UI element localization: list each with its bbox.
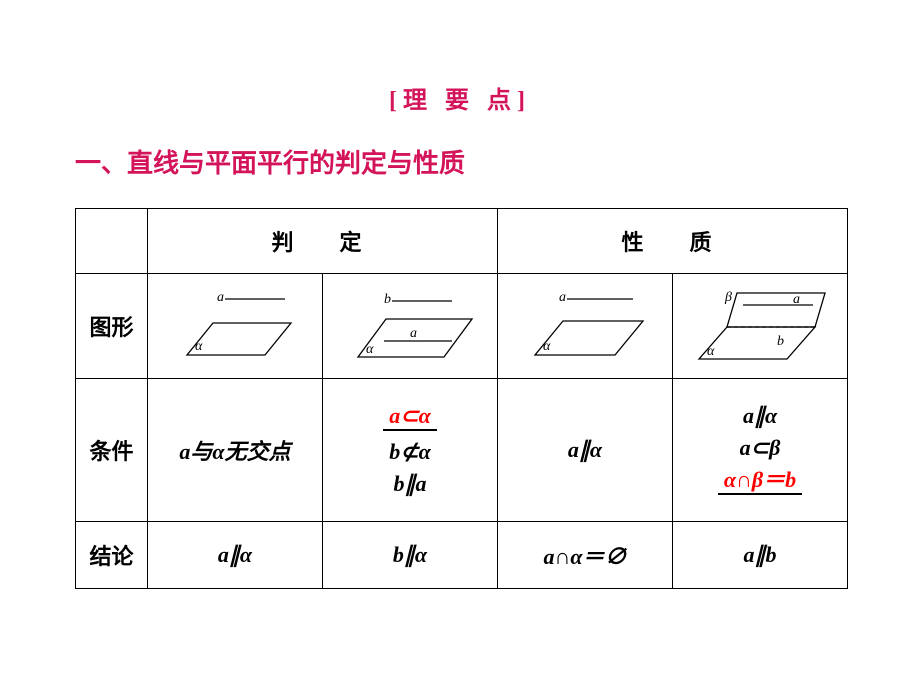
diagram-2: b a α: [323, 274, 498, 379]
cond2-bot: b∥a: [394, 473, 427, 495]
summary-table: 判 定 性 质 图形 a α b a α: [75, 208, 848, 589]
svg-text:b: b: [384, 292, 391, 307]
cond4-mid: a⊂β: [740, 437, 781, 459]
svg-text:a: a: [793, 292, 800, 307]
row-label-shape: 图形: [76, 274, 148, 379]
svg-text:α: α: [707, 344, 715, 359]
concl-cell-3: a∩α＝∅: [498, 522, 673, 589]
section-heading: 一、直线与平面平行的判定与性质: [75, 143, 845, 180]
row-label-condition: 条件: [76, 379, 148, 522]
header-row: 判 定 性 质: [76, 209, 848, 274]
svg-text:α: α: [543, 339, 551, 354]
svg-text:a: a: [217, 290, 224, 305]
concl1: a∥α: [218, 542, 252, 567]
shape-row: 图形 a α b a α: [76, 274, 848, 379]
cond4-top: a∥α: [743, 405, 777, 427]
cond-cell-2: a⊂α b⊄α b∥a: [323, 379, 498, 522]
cond2-mid: b⊄α: [389, 441, 431, 463]
cond2-top: a⊂α: [389, 403, 431, 428]
cond-cell-4: a∥α a⊂β α∩β＝b: [673, 379, 848, 522]
condition-row: 条件 a与α无交点 a⊂α b⊄α b∥a a∥α a∥α a⊂β α∩β＝b: [76, 379, 848, 522]
concl-cell-2: b∥α: [323, 522, 498, 589]
cond4-bot: α∩β＝b: [724, 467, 796, 492]
header-blank: [76, 209, 148, 274]
header-property: 性 质: [498, 209, 848, 274]
top-title: [理 要 点]: [75, 80, 845, 115]
concl3: a∩α＝∅: [544, 544, 627, 569]
cond-cell-1: a与α无交点: [148, 379, 323, 522]
concl4: a∥b: [744, 542, 777, 567]
svg-text:α: α: [366, 342, 374, 357]
cond1-text: a与α无交点: [179, 439, 290, 464]
svg-text:α: α: [195, 339, 203, 354]
diagram-4: a β b α: [673, 274, 848, 379]
svg-text:b: b: [777, 334, 784, 349]
svg-text:a: a: [559, 290, 566, 305]
concl-cell-4: a∥b: [673, 522, 848, 589]
header-judge: 判 定: [148, 209, 498, 274]
diagram-1: a α: [148, 274, 323, 379]
conclusion-row: 结论 a∥α b∥α a∩α＝∅ a∥b: [76, 522, 848, 589]
diagram-3: a α: [498, 274, 673, 379]
row-label-conclusion: 结论: [76, 522, 148, 589]
concl-cell-1: a∥α: [148, 522, 323, 589]
svg-text:β: β: [724, 290, 732, 305]
cond-cell-3: a∥α: [498, 379, 673, 522]
concl2: b∥α: [393, 542, 427, 567]
cond3-text: a∥α: [568, 437, 602, 462]
page-container: [理 要 点] 一、直线与平面平行的判定与性质 判 定 性 质 图形 a α: [0, 0, 920, 629]
svg-text:a: a: [410, 326, 417, 341]
